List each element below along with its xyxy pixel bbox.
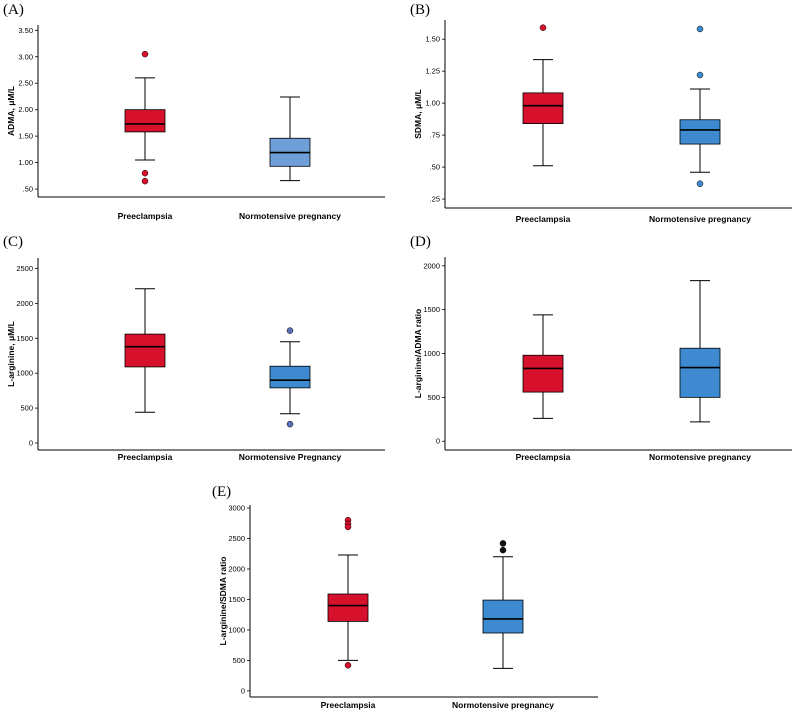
iqr-box <box>679 347 721 398</box>
y-tick-label: 3000 <box>228 504 245 513</box>
y-tick-label: 2000 <box>16 299 33 308</box>
box-group-preeclampsia <box>522 314 564 419</box>
chart-panel-2: (B) .25 .50 .75 1.00 1.25 1.50 SDMA, μM/L Preecl… <box>410 2 792 224</box>
panel-label: (C) <box>3 234 23 250</box>
panel-label: (D) <box>410 234 431 250</box>
category-label: Normotensive pregnancy <box>649 214 751 224</box>
y-tick-label: 2.50 <box>18 79 33 88</box>
outlier-point <box>696 25 704 33</box>
category-label: Normotensive Pregnancy <box>239 452 342 462</box>
y-axis-label: ADMA, μM/L <box>6 86 16 136</box>
y-axis-label: SDMA, μM/L <box>413 89 423 139</box>
panel-label: (A) <box>3 2 24 18</box>
box-group-normotensive <box>482 540 524 669</box>
category-label: Normotensive pregnancy <box>239 211 341 221</box>
outlier-point <box>286 327 294 334</box>
y-tick-label: 2500 <box>228 534 245 543</box>
iqr-box <box>124 109 166 133</box>
category-label: Preeclampsia <box>321 700 376 710</box>
y-tick-label: 2000 <box>228 565 245 574</box>
outlier-point <box>499 546 507 554</box>
category-label: Preeclampsia <box>118 211 173 221</box>
outlier-point <box>141 169 149 177</box>
y-tick-label: 1.50 <box>18 132 33 141</box>
box-group-preeclampsia <box>124 50 166 185</box>
y-tick-label: 1000 <box>423 349 440 358</box>
y-tick-label: 2000 <box>423 261 440 270</box>
y-tick-label: 1.00 <box>18 158 33 167</box>
iqr-box <box>482 599 524 634</box>
y-tick-label: 1000 <box>228 625 245 634</box>
iqr-box <box>269 365 311 389</box>
iqr-box <box>522 92 564 124</box>
box-group-preeclampsia <box>124 288 166 413</box>
y-tick-label: 2500 <box>16 264 33 273</box>
chart-panel-5: (E) 0 500 1000 1500 2000 2500 3000 L-arginine/SD… <box>212 484 598 710</box>
y-tick-label: 1.25 <box>425 67 440 76</box>
outlier-point <box>141 177 149 185</box>
box-group-normotensive <box>679 280 721 423</box>
y-tick-label: 0 <box>29 439 33 448</box>
outlier-point <box>141 50 149 58</box>
outlier-point <box>344 523 352 531</box>
category-label: Normotensive pregnancy <box>649 452 751 462</box>
box-group-preeclampsia <box>327 516 369 669</box>
outlier-point <box>286 420 294 428</box>
category-label: Normotensive pregnancy <box>452 700 554 710</box>
y-axis-label: L-arginine/SDMA ratio <box>218 557 228 646</box>
y-tick-label: 1500 <box>16 334 33 343</box>
box-group-normotensive <box>679 25 721 187</box>
y-tick-label: 2.00 <box>18 105 33 114</box>
category-label: Preeclampsia <box>118 452 173 462</box>
box-group-normotensive <box>269 96 311 182</box>
panel-label: (E) <box>212 484 231 500</box>
y-tick-label: .75 <box>430 131 440 140</box>
outlier-point <box>539 24 547 31</box>
y-tick-label: 1500 <box>228 595 245 604</box>
iqr-box <box>327 593 369 622</box>
y-tick-label: 500 <box>20 404 33 413</box>
y-tick-label: .50 <box>23 185 33 194</box>
category-label: Preeclampsia <box>516 214 571 224</box>
y-axis-label: L-arginine, μM/L <box>6 321 16 387</box>
box-group-normotensive <box>269 327 311 428</box>
outlier-point <box>696 71 704 79</box>
chart-panel-3: (C) 0 500 1000 1500 2000 2500 L-arginine, μM/L P… <box>3 234 385 462</box>
chart-panel-4: (D) 0 500 1000 1500 2000 L-arginine/ADMA ratio… <box>410 234 792 462</box>
chart-panel-1: (A) .50 1.00 1.50 2.00 2.50 3.00 3.50 ADMA, μM/L… <box>3 2 385 221</box>
y-tick-label: 1500 <box>423 305 440 314</box>
y-tick-label: .50 <box>430 163 440 172</box>
outlier-point <box>696 180 704 187</box>
y-tick-label: 1.00 <box>425 99 440 108</box>
y-tick-label: 500 <box>427 393 440 402</box>
category-label: Preeclampsia <box>516 452 571 462</box>
y-tick-label: 3.00 <box>18 52 33 61</box>
outlier-point <box>344 662 352 669</box>
y-tick-label: 1.50 <box>425 35 440 44</box>
y-tick-label: 500 <box>232 656 245 665</box>
outlier-point <box>499 540 507 547</box>
y-tick-label: 0 <box>241 686 245 695</box>
y-tick-label: 3.50 <box>18 26 33 35</box>
y-tick-label: 0 <box>436 437 440 446</box>
iqr-box <box>124 333 166 368</box>
iqr-box <box>522 354 564 393</box>
y-tick-label: 1000 <box>16 369 33 378</box>
panel-label: (B) <box>410 2 430 18</box>
y-axis-label: L-arginine/ADMA ratio <box>413 309 423 398</box>
y-tick-label: .25 <box>430 195 440 204</box>
iqr-box <box>679 119 721 145</box>
box-group-preeclampsia <box>522 24 564 167</box>
